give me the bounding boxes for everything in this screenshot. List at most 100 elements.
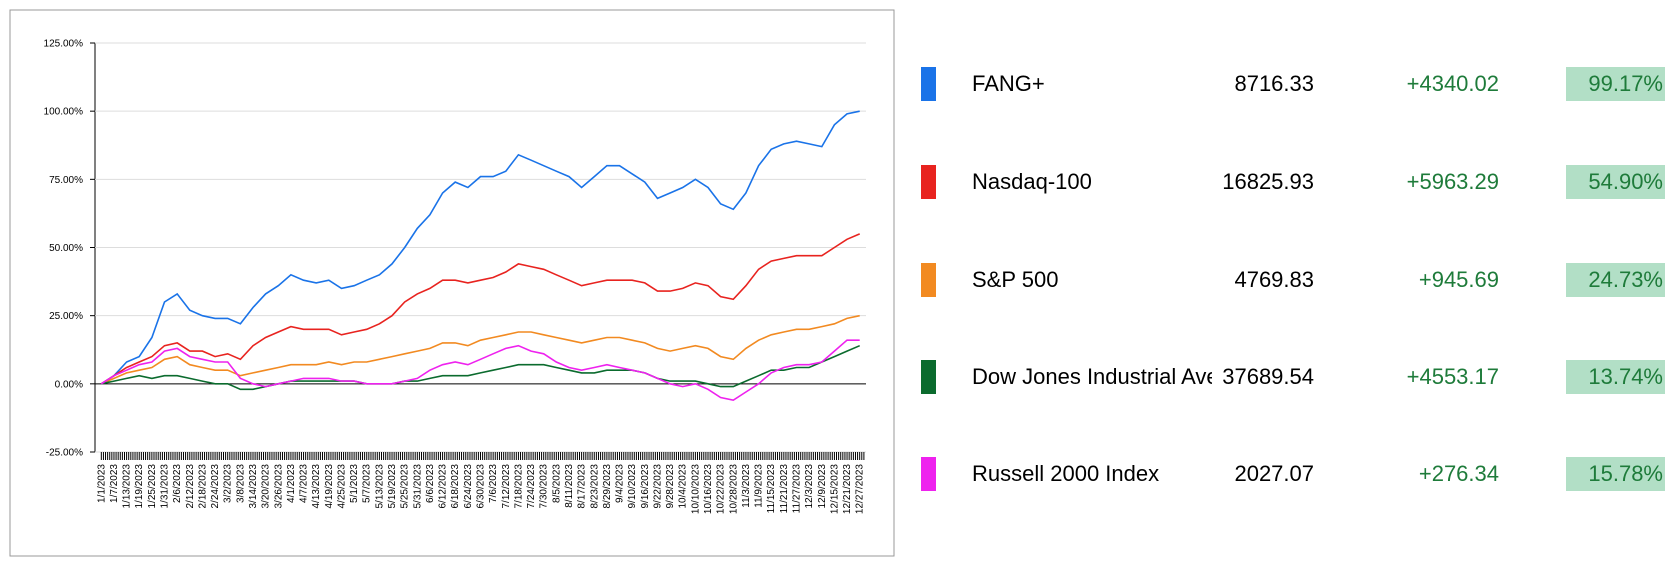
x-tick-label: 4/7/2023 (299, 464, 310, 503)
x-tick-label: 11/3/2023 (741, 464, 752, 508)
x-tick-label: 7/30/2023 (539, 464, 550, 509)
series-line (100, 110, 860, 385)
x-tick-label: 11/15/2023 (766, 464, 777, 514)
x-tick-label: 9/4/2023 (615, 464, 626, 503)
x-tick-label: 4/13/2023 (311, 464, 322, 509)
x-tick-label: 6/12/2023 (438, 464, 449, 509)
x-tick-label: 1/7/2023 (109, 464, 120, 503)
x-tick-label: 3/26/2023 (273, 464, 284, 509)
x-tick-label: 12/3/2023 (804, 464, 815, 509)
series-name: FANG+ (972, 71, 1045, 96)
x-tick-label: 2/24/2023 (210, 464, 221, 509)
series-name: Dow Jones Industrial Average (972, 364, 1212, 389)
x-tick-label: 6/18/2023 (450, 464, 461, 509)
index-percent: 54.90% (1566, 165, 1665, 199)
color-swatch (921, 457, 936, 491)
x-tick-label: 12/15/2023 (829, 464, 840, 514)
x-tick-label: 3/8/2023 (235, 464, 246, 503)
index-value: 16825.93 (1222, 169, 1314, 194)
y-tick-label: 75.00% (49, 175, 83, 186)
x-tick-label: 11/27/2023 (791, 464, 802, 514)
x-tick-label: 7/6/2023 (488, 464, 499, 503)
series-line (101, 344, 861, 391)
table-row: FANG+ 8716.33 +4340.02 99.17% (0, 64, 1677, 104)
x-tick-label: 10/10/2023 (690, 464, 701, 514)
index-change: +4553.17 (1406, 364, 1499, 389)
x-tick-label: 1/13/2023 (122, 464, 133, 509)
index-value: 4769.83 (1234, 267, 1314, 292)
index-change: +4340.02 (1406, 71, 1499, 96)
x-tick-label: 8/23/2023 (589, 464, 600, 509)
y-tick-label: 125.00% (44, 39, 84, 50)
x-tick-label: 7/24/2023 (526, 464, 537, 509)
x-tick-label: 4/1/2023 (286, 464, 297, 503)
table-row: Dow Jones Industrial Average 37689.54 +455… (0, 357, 1677, 397)
x-tick-label: 8/17/2023 (577, 464, 588, 509)
series-line (100, 339, 860, 402)
x-tick-label: 6/24/2023 (463, 464, 474, 509)
index-value: 2027.07 (1234, 461, 1314, 486)
x-tick-label: 5/31/2023 (412, 464, 423, 509)
x-tick-label: 3/20/2023 (261, 464, 272, 509)
x-tick-label: 1/31/2023 (160, 464, 171, 509)
x-tick-label: 7/18/2023 (513, 464, 524, 509)
x-tick-label: 12/27/2023 (855, 464, 866, 514)
x-tick-label: 10/4/2023 (678, 464, 689, 509)
x-tick-label: 1/19/2023 (134, 464, 145, 509)
color-swatch (921, 67, 936, 101)
y-tick-label: 50.00% (49, 243, 83, 254)
x-tick-label: 2/6/2023 (172, 464, 183, 503)
index-value: 37689.54 (1222, 364, 1314, 389)
x-tick-label: 7/12/2023 (501, 464, 512, 509)
x-tick-label: 4/25/2023 (336, 464, 347, 509)
x-tick-label: 5/13/2023 (374, 464, 385, 509)
series-line (100, 233, 861, 385)
x-tick-label: 8/29/2023 (602, 464, 613, 509)
series-line (100, 314, 860, 385)
x-tick-label: 10/28/2023 (728, 464, 739, 514)
color-swatch (921, 165, 936, 199)
x-tick-label: 8/5/2023 (551, 464, 562, 503)
x-tick-label: 2/18/2023 (197, 464, 208, 509)
index-percent: 13.74% (1566, 360, 1665, 394)
y-tick-label: 100.00% (44, 107, 84, 118)
series-name: S&P 500 (972, 267, 1059, 292)
x-tick-label: 10/16/2023 (703, 464, 714, 514)
x-tick-label: 5/25/2023 (400, 464, 411, 509)
color-swatch (921, 360, 936, 394)
y-tick-label: 0.00% (55, 379, 83, 390)
x-tick-label: 5/19/2023 (387, 464, 398, 509)
color-swatch (921, 263, 936, 297)
x-tick-label: 3/2/2023 (223, 464, 234, 503)
x-tick-label: 6/30/2023 (476, 464, 487, 509)
x-tick-label: 12/9/2023 (817, 464, 828, 509)
x-tick-label: 9/22/2023 (652, 464, 663, 509)
x-tick-label: 4/19/2023 (324, 464, 335, 509)
index-change: +5963.29 (1406, 169, 1499, 194)
index-percent: 24.73% (1566, 263, 1665, 297)
table-row: Nasdaq-100 16825.93 +5963.29 54.90% (0, 162, 1677, 202)
y-tick-label: -25.00% (46, 448, 83, 459)
x-tick-label: 9/10/2023 (627, 464, 638, 509)
x-tick-label: 9/16/2023 (640, 464, 651, 509)
index-percent: 15.78% (1566, 457, 1665, 491)
index-change: +276.34 (1418, 461, 1499, 486)
x-tick-label: 1/25/2023 (147, 464, 158, 509)
series-name: Nasdaq-100 (972, 169, 1092, 194)
x-tick-label: 9/28/2023 (665, 464, 676, 509)
x-tick-label: 5/7/2023 (362, 464, 373, 503)
table-row: S&P 500 4769.83 +945.69 24.73% (0, 260, 1677, 300)
x-tick-label: 3/14/2023 (248, 464, 259, 509)
x-tick-label: 11/21/2023 (779, 464, 790, 514)
series-name: Russell 2000 Index (972, 461, 1160, 486)
index-percent: 99.17% (1566, 67, 1665, 101)
x-tick-label: 10/22/2023 (716, 464, 727, 514)
x-tick-label: 8/11/2023 (564, 464, 575, 508)
x-tick-label: 1/1/2023 (96, 464, 107, 503)
index-change: +945.69 (1418, 267, 1499, 292)
x-tick-label: 5/1/2023 (349, 464, 360, 503)
x-tick-label: 12/21/2023 (842, 464, 853, 514)
x-tick-label: 11/9/2023 (754, 464, 765, 508)
